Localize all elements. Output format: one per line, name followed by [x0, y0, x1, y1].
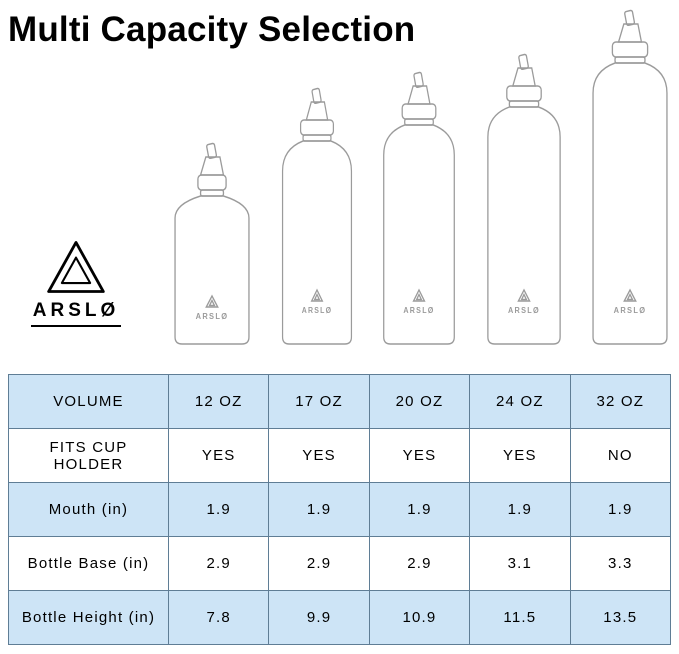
value-cell: 20 OZ: [368, 374, 471, 429]
table-row: FITS CUP HOLDER YES YES YES YES NO: [8, 428, 672, 483]
bottle-32oz: ARSLØ: [592, 9, 668, 345]
value-cell: 1.9: [268, 482, 370, 537]
bottle-17oz: ARSLØ: [281, 87, 352, 345]
value-cell: 3.1: [469, 536, 571, 591]
brand-name: ARSLØ: [30, 298, 122, 327]
value-cell: NO: [569, 428, 672, 483]
brand-triangle-icon: [47, 241, 105, 293]
page-title: Multi Capacity Selection: [8, 10, 416, 49]
bottle-12oz: ARSLØ: [174, 142, 250, 345]
brand-logo: ARSLØ: [18, 238, 134, 327]
value-cell: 1.9: [368, 482, 471, 537]
bottle-20oz: ARSLØ: [383, 71, 455, 345]
value-cell: 1.9: [569, 482, 672, 537]
value-cell: 11.5: [469, 590, 571, 645]
value-cell: 3.3: [569, 536, 672, 591]
spec-table-body: VOLUME 12 OZ 17 OZ 20 OZ 24 OZ 32 OZ FITS CUP …: [8, 374, 672, 645]
svg-text:ARSLØ: ARSLØ: [301, 305, 332, 315]
bottles-row: ARSLØ ARSLØ ARSLØ ARSLØ ARSLØ: [168, 8, 674, 346]
svg-text:ARSLØ: ARSLØ: [403, 305, 434, 315]
bottle-24oz: ARSLØ: [486, 53, 561, 345]
row-label: VOLUME: [8, 374, 169, 429]
table-row: Mouth (in) 1.9 1.9 1.9 1.9 1.9: [8, 482, 672, 537]
table-row: Bottle Height (in) 7.8 9.9 10.9 11.5 13.5: [8, 590, 672, 645]
svg-text:ARSLØ: ARSLØ: [508, 305, 540, 315]
row-label: FITS CUP HOLDER: [8, 428, 169, 483]
value-cell: YES: [268, 428, 370, 483]
value-cell: YES: [368, 428, 471, 483]
value-cell: 7.8: [167, 590, 270, 645]
svg-text:ARSLØ: ARSLØ: [614, 306, 647, 316]
value-cell: 2.9: [268, 536, 370, 591]
value-cell: 32 OZ: [569, 374, 672, 429]
value-cell: 10.9: [368, 590, 471, 645]
row-label: Bottle Base (in): [8, 536, 169, 591]
table-row: VOLUME 12 OZ 17 OZ 20 OZ 24 OZ 32 OZ: [8, 374, 672, 429]
value-cell: 1.9: [469, 482, 571, 537]
value-cell: 13.5: [569, 590, 672, 645]
value-cell: 17 OZ: [268, 374, 370, 429]
spec-table: VOLUME 12 OZ 17 OZ 20 OZ 24 OZ 32 OZ FITS CUP …: [8, 374, 672, 645]
row-label: Mouth (in): [8, 482, 169, 537]
value-cell: 9.9: [268, 590, 370, 645]
svg-text:ARSLØ: ARSLØ: [196, 312, 229, 322]
value-cell: 2.9: [167, 536, 270, 591]
value-cell: 1.9: [167, 482, 270, 537]
row-label: Bottle Height (in): [8, 590, 169, 645]
value-cell: YES: [167, 428, 270, 483]
value-cell: YES: [469, 428, 571, 483]
value-cell: 2.9: [368, 536, 471, 591]
value-cell: 12 OZ: [167, 374, 270, 429]
table-row: Bottle Base (in) 2.9 2.9 2.9 3.1 3.3: [8, 536, 672, 591]
value-cell: 24 OZ: [469, 374, 571, 429]
